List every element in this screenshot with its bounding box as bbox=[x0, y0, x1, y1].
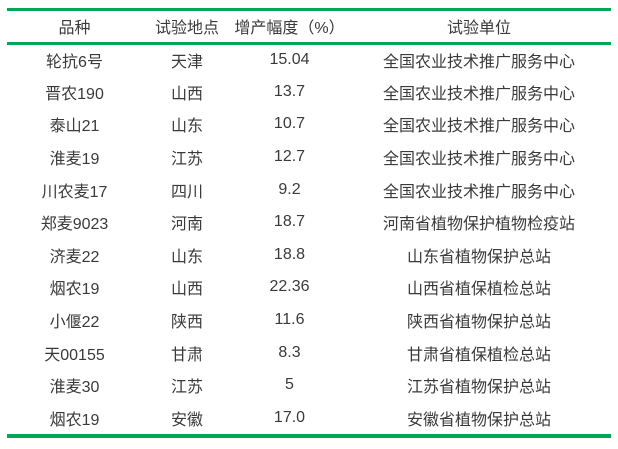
header-yield-increase: 增产幅度（%） bbox=[232, 11, 347, 45]
unit-cell: 全国农业技术推广服务中心 bbox=[382, 183, 575, 201]
location-cell: 安徽 bbox=[170, 411, 203, 429]
location-cell: 江苏 bbox=[170, 379, 203, 397]
increase-cell: 9.2 bbox=[278, 180, 301, 198]
location-cell: 四川 bbox=[170, 183, 203, 201]
unit-cell: 江苏省植物保护总站 bbox=[406, 379, 551, 397]
increase-cell: 8.3 bbox=[278, 343, 301, 361]
variety-cell: 郑麦9023 bbox=[40, 216, 109, 234]
location-cell: 山西 bbox=[170, 281, 203, 299]
table-row: 郑麦9023 河南 18.7 河南省植物保护植物检疫站 bbox=[7, 206, 611, 239]
location-cell: 山东 bbox=[170, 248, 203, 266]
unit-cell: 全国农业技术推广服务中心 bbox=[382, 151, 575, 169]
header-variety: 品种 bbox=[7, 11, 142, 45]
variety-cell: 轮抗6号 bbox=[46, 54, 103, 72]
table-row: 淮麦19 江苏 12.7 全国农业技术推广服务中心 bbox=[7, 141, 611, 174]
table-bottom-rule bbox=[7, 434, 611, 439]
unit-cell: 甘肃省植保植检总站 bbox=[406, 346, 551, 364]
variety-cell: 淮麦19 bbox=[49, 151, 100, 169]
variety-cell: 泰山21 bbox=[49, 118, 100, 136]
variety-cell: 济麦22 bbox=[49, 248, 100, 266]
table-row: 小偃22 陕西 11.6 陕西省植物保护总站 bbox=[7, 304, 611, 337]
increase-cell: 17.0 bbox=[273, 408, 306, 426]
table-row: 烟农19 山西 22.36 山西省植保植检总站 bbox=[7, 271, 611, 304]
variety-cell: 晋农190 bbox=[45, 85, 104, 103]
table-row: 轮抗6号 天津 15.04 全国农业技术推广服务中心 bbox=[7, 43, 611, 76]
location-cell: 天津 bbox=[170, 54, 203, 72]
variety-cell: 川农麦17 bbox=[41, 183, 108, 201]
unit-cell: 山西省植保植检总站 bbox=[406, 281, 551, 299]
unit-cell: 河南省植物保护植物检疫站 bbox=[382, 216, 575, 234]
variety-cell: 小偃22 bbox=[49, 314, 100, 332]
variety-cell: 天00155 bbox=[44, 346, 105, 364]
unit-cell: 全国农业技术推广服务中心 bbox=[382, 85, 575, 103]
increase-cell: 5 bbox=[285, 376, 294, 394]
table-row: 晋农190 山西 13.7 全国农业技术推广服务中心 bbox=[7, 76, 611, 109]
header-location: 试验地点 bbox=[142, 11, 232, 45]
table-row: 淮麦30 江苏 5 江苏省植物保护总站 bbox=[7, 369, 611, 402]
header-row: 品种 试验地点 增产幅度（%） 试验单位 bbox=[7, 11, 611, 45]
variety-cell: 烟农19 bbox=[49, 281, 100, 299]
location-cell: 山东 bbox=[170, 118, 203, 136]
unit-cell: 安徽省植物保护总站 bbox=[406, 411, 551, 429]
table-row: 川农麦17 四川 9.2 全国农业技术推广服务中心 bbox=[7, 173, 611, 206]
increase-cell: 22.36 bbox=[269, 278, 310, 296]
increase-cell: 18.7 bbox=[273, 213, 306, 231]
location-cell: 陕西 bbox=[170, 314, 203, 332]
increase-cell: 12.7 bbox=[273, 148, 306, 166]
increase-cell: 11.6 bbox=[274, 311, 305, 329]
table-row: 天00155 甘肃 8.3 甘肃省植保植检总站 bbox=[7, 336, 611, 369]
variety-cell: 淮麦30 bbox=[49, 379, 100, 397]
location-cell: 河南 bbox=[170, 216, 203, 234]
increase-cell: 18.8 bbox=[273, 245, 306, 263]
table-row: 烟农19 安徽 17.0 安徽省植物保护总站 bbox=[7, 402, 611, 435]
wheat-trial-table-area: 品种 试验地点 增产幅度（%） 试验单位 轮抗6号 天津 15.04 全国农业技术推广… bbox=[7, 8, 611, 439]
unit-cell: 全国农业技术推广服务中心 bbox=[382, 118, 575, 136]
unit-cell: 山东省植物保护总站 bbox=[406, 248, 551, 266]
table-row: 泰山21 山东 10.7 全国农业技术推广服务中心 bbox=[7, 108, 611, 141]
variety-cell: 烟农19 bbox=[49, 411, 100, 429]
table-row: 济麦22 山东 18.8 山东省植物保护总站 bbox=[7, 239, 611, 272]
table-body: 轮抗6号 天津 15.04 全国农业技术推广服务中心 晋农190 山西 13.7 全国农业技术… bbox=[7, 43, 611, 434]
unit-cell: 全国农业技术推广服务中心 bbox=[382, 54, 575, 72]
increase-cell: 15.04 bbox=[269, 51, 310, 69]
location-cell: 江苏 bbox=[170, 151, 203, 169]
unit-cell: 陕西省植物保护总站 bbox=[406, 314, 551, 332]
location-cell: 山西 bbox=[170, 85, 203, 103]
wheat-trial-table: 品种 试验地点 增产幅度（%） 试验单位 轮抗6号 天津 15.04 全国农业技术推广… bbox=[7, 11, 611, 434]
location-cell: 甘肃 bbox=[170, 346, 203, 364]
header-test-unit: 试验单位 bbox=[347, 11, 611, 45]
table-top-rule bbox=[7, 8, 611, 11]
increase-cell: 13.7 bbox=[273, 82, 306, 100]
increase-cell: 10.7 bbox=[273, 115, 306, 133]
